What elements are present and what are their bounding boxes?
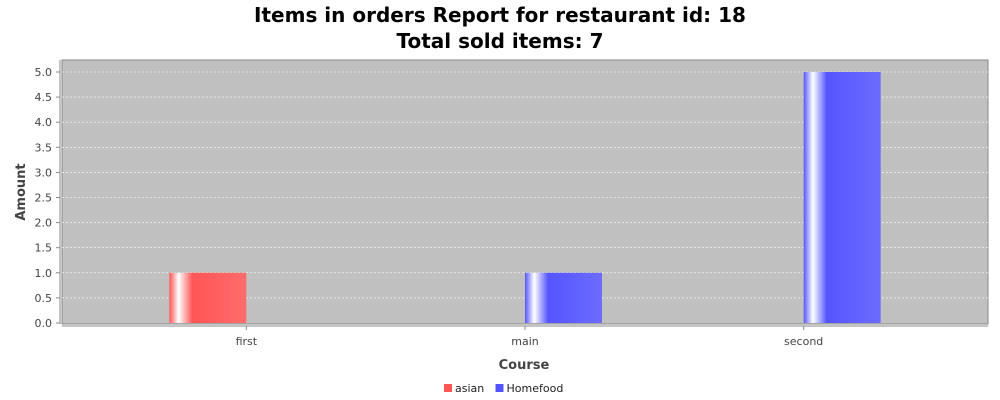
bar-asian-first bbox=[169, 272, 247, 323]
y-tick-label: 3.0 bbox=[35, 166, 53, 179]
y-axis-ticks: 0.0 0.5 1.0 1.5 2.0 2.5 3.0 3.5 4.0 4.5 5.0 bbox=[35, 66, 60, 330]
y-tick-label: 1.5 bbox=[35, 242, 53, 255]
y-tick-label: 0.5 bbox=[35, 292, 53, 305]
legend: asian Homefood bbox=[444, 382, 563, 395]
y-tick-label: 2.5 bbox=[35, 192, 53, 205]
y-tick-label: 3.5 bbox=[35, 141, 53, 154]
y-tick-label: 5.0 bbox=[35, 66, 53, 79]
y-tick-label: 4.5 bbox=[35, 91, 53, 104]
legend-swatch-asian bbox=[444, 384, 452, 392]
x-tick-label: main bbox=[511, 335, 539, 348]
legend-label-homefood: Homefood bbox=[507, 382, 564, 395]
bar-homefood-main bbox=[525, 272, 602, 323]
x-tick-label: first bbox=[236, 335, 258, 348]
y-tick-label: 2.0 bbox=[35, 217, 53, 230]
chart-title: Items in orders Report for restaurant id… bbox=[254, 3, 746, 27]
legend-swatch-homefood bbox=[495, 384, 504, 392]
legend-label-asian: asian bbox=[455, 382, 484, 395]
x-axis-ticks: first main second bbox=[236, 326, 823, 348]
y-tick-label: 0.0 bbox=[35, 317, 53, 330]
x-tick-label: second bbox=[784, 335, 823, 348]
bar-homefood-second bbox=[803, 72, 881, 323]
y-axis-label: Amount bbox=[14, 163, 29, 220]
y-tick-label: 1.0 bbox=[35, 267, 53, 280]
x-axis-label: Course bbox=[499, 358, 550, 373]
y-tick-label: 4.0 bbox=[35, 116, 53, 129]
chart-subtitle: Total sold items: 7 bbox=[397, 29, 604, 53]
bars bbox=[169, 72, 881, 323]
